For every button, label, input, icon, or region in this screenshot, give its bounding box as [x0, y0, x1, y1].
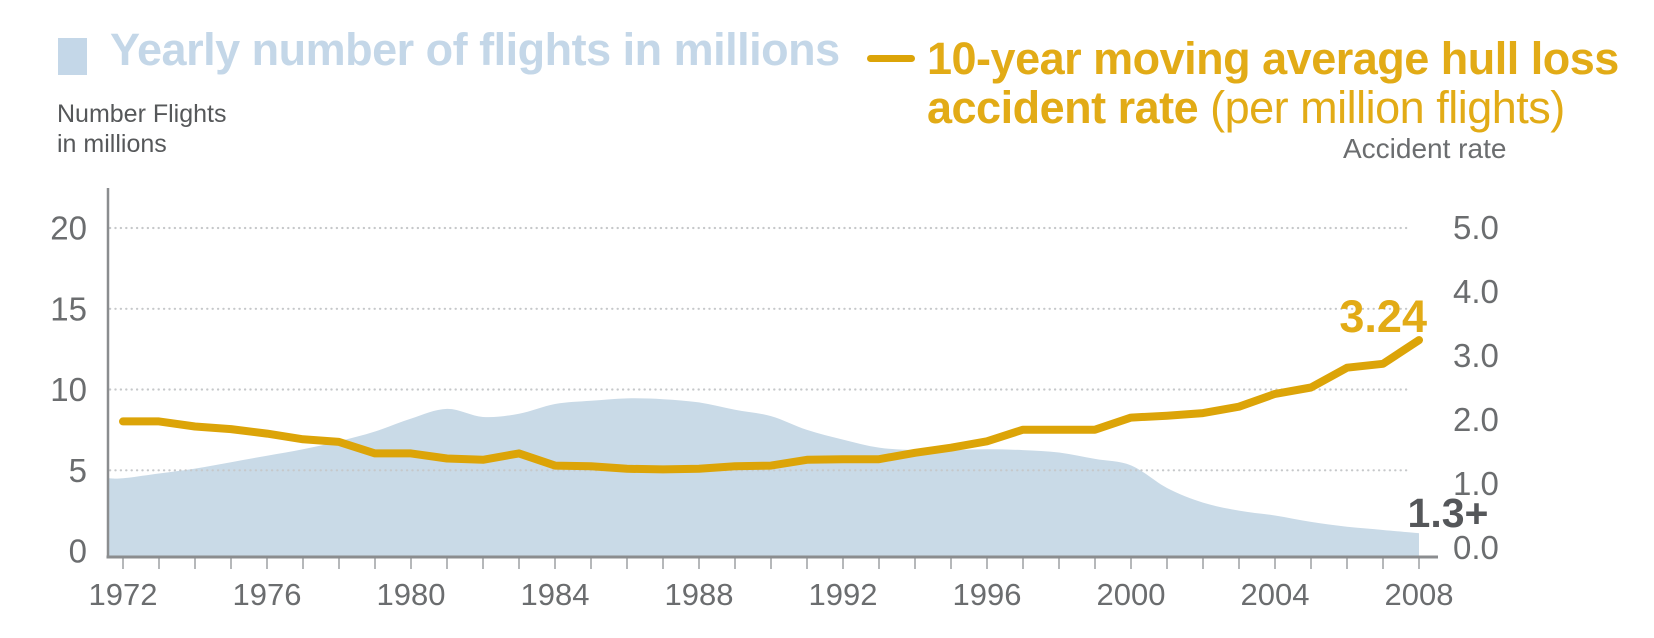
- svg-text:4.0: 4.0: [1453, 273, 1499, 310]
- svg-text:1976: 1976: [233, 577, 302, 612]
- left-axis-title-line2: in millions: [57, 129, 167, 158]
- right-axis-title: Accident rate: [1343, 133, 1507, 164]
- legend-accident-rate: 10-year moving average hull loss acciden…: [867, 34, 1619, 132]
- annotation-final-rate: 3.24: [1339, 291, 1427, 342]
- rate-legend-label-line1: 10-year moving average hull loss: [927, 33, 1619, 84]
- svg-text:2000: 2000: [1097, 577, 1166, 612]
- svg-text:2004: 2004: [1241, 577, 1310, 612]
- flights-legend-label: Yearly number of flights in millions: [110, 24, 840, 75]
- svg-text:1972: 1972: [89, 577, 158, 612]
- left-axis-title: Number Flights in millions: [57, 100, 227, 159]
- svg-text:0.0: 0.0: [1453, 529, 1499, 566]
- flights-legend-swatch: [58, 38, 87, 75]
- svg-text:2.0: 2.0: [1453, 401, 1499, 438]
- rate-legend-label: 10-year moving average hull loss acciden…: [927, 34, 1619, 132]
- svg-text:3.0: 3.0: [1453, 337, 1499, 374]
- svg-text:1996: 1996: [953, 577, 1022, 612]
- flights-area-series: [108, 398, 1419, 557]
- svg-text:1984: 1984: [521, 577, 590, 612]
- rate-legend-label-normal: (per million flights): [1210, 82, 1565, 133]
- left-axis-title-line1: Number Flights: [57, 100, 227, 128]
- rate-legend-label-bold2: accident rate: [927, 82, 1199, 133]
- svg-text:5.0: 5.0: [1453, 209, 1499, 246]
- svg-text:2008: 2008: [1385, 577, 1454, 612]
- svg-text:1980: 1980: [377, 577, 446, 612]
- svg-text:15: 15: [50, 290, 87, 327]
- svg-text:20: 20: [50, 210, 87, 247]
- svg-text:1.0: 1.0: [1453, 465, 1499, 502]
- svg-text:1988: 1988: [665, 577, 734, 612]
- accident-rate-line-series: [119, 336, 1423, 474]
- rate-legend-line-swatch: [867, 55, 915, 62]
- svg-text:1992: 1992: [809, 577, 878, 612]
- svg-text:0: 0: [69, 533, 87, 570]
- annotation-final-flights: 1.3+: [1407, 490, 1489, 536]
- svg-text:5: 5: [69, 452, 87, 489]
- svg-text:10: 10: [50, 371, 87, 408]
- legend-flights: Yearly number of flights in millions: [58, 27, 840, 75]
